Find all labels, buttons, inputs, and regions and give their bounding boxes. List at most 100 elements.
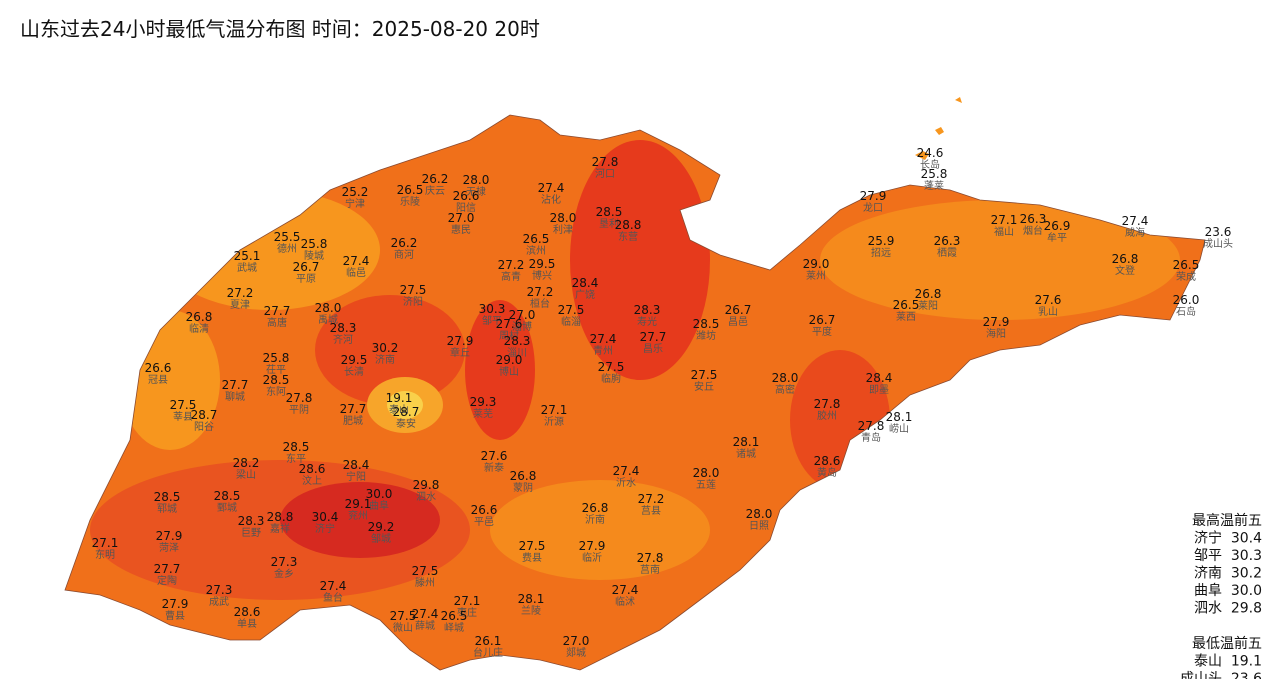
station-value: 26.9 [1044,219,1071,233]
station-value: 30.4 [312,510,339,524]
station-value: 27.5 [400,283,427,297]
station-value: 27.1 [541,403,568,417]
station-name: 济宁 [315,522,335,535]
station-value: 28.5 [214,489,241,503]
station-name: 荣成 [1176,271,1196,283]
ranking-value: 29.8 [1231,601,1262,617]
station-value: 30.3 [479,302,506,316]
station-value: 28.8 [267,510,294,524]
station-name: 沂南 [585,513,605,526]
station-value: 28.7 [393,405,420,419]
ranking-value: 30.0 [1231,583,1262,599]
station-value: 27.5 [519,539,546,553]
station-name: 福山 [994,225,1014,238]
station-value: 26.5 [523,232,550,246]
province-map [64,97,1206,671]
station-value: 24.6 [917,146,944,160]
station-value: 28.0 [550,211,577,225]
station-value: 28.7 [191,408,218,422]
station-value: 27.6 [481,449,508,463]
station-value: 26.5 [397,183,424,197]
station-value: 30.2 [372,341,399,355]
station-value: 27.5 [170,398,197,412]
station-name: 梁山 [236,468,256,481]
station-value: 29.0 [803,257,830,271]
station-value: 27.7 [640,330,667,344]
station-value: 26.2 [391,236,418,250]
station-name: 五莲 [696,479,716,491]
station-name: 临朐 [601,372,621,385]
station-value: 26.7 [293,260,320,274]
station-name: 周村 [499,329,519,342]
station-value: 28.5 [283,440,310,454]
station-name: 峄城 [444,621,464,634]
station-value: 27.4 [613,464,640,478]
title: 山东过去24小时最低气温分布图 时间：2025-08-20 20时 [20,17,540,41]
station-name: 即墨 [869,384,889,396]
station-name: 蒙阴 [513,481,533,494]
station-name: 蓬莱 [924,180,944,192]
station-value: 28.3 [634,303,661,317]
station-value: 28.5 [154,490,181,504]
station-name: 滕州 [415,576,435,589]
station-value: 28.0 [746,507,773,521]
station-name: 海阳 [986,327,1006,340]
station-value: 26.7 [809,313,836,327]
station-value: 27.4 [612,583,639,597]
station-name: 高密 [775,383,795,396]
station-value: 27.8 [858,419,885,433]
station-name: 莱芜 [473,407,493,420]
station-value: 27.6 [1035,293,1062,307]
station-name: 鄄城 [217,502,237,514]
station-value: 28.4 [572,276,599,290]
station-value: 26.3 [1020,212,1047,226]
station-name: 博兴 [532,269,552,282]
station-name: 高青 [501,270,521,283]
station-name: 聊城 [225,390,245,403]
station-name: 济南 [375,353,395,366]
station-value: 27.2 [638,492,665,506]
station-value: 30.0 [366,487,393,501]
station-name: 威海 [1125,226,1145,239]
station-value: 28.4 [343,458,370,472]
station-value: 26.8 [186,310,213,324]
station-name: 东平 [286,452,306,465]
station-name: 莘县 [173,410,193,423]
station-name: 临淄 [561,315,581,328]
station-value: 27.8 [814,397,841,411]
station-labels: 24.6长岛25.8蓬莱27.8河口26.2庆云28.0无棣25.2宁津26.5… [92,146,1233,659]
station-value: 27.9 [860,189,887,203]
station-value: 28.0 [463,173,490,187]
station-name: 巨野 [241,527,261,539]
station-name: 平原 [296,273,316,285]
station-value: 28.1 [733,435,760,449]
station-name: 乳山 [1038,305,1058,318]
station-name: 武城 [237,261,257,274]
station-name: 临邑 [346,266,366,279]
station-value: 28.3 [330,321,357,335]
station-name: 博山 [499,365,519,378]
station-name: 胶州 [817,409,837,422]
station-name: 莱阳 [918,300,938,312]
station-value: 27.4 [412,607,439,621]
station-name: 济阳 [403,295,423,308]
station-name: 泰安 [396,417,416,430]
station-value: 29.1 [345,497,372,511]
station-name: 栖霞 [937,246,957,259]
station-value: 28.5 [693,317,720,331]
station-value: 27.1 [92,536,119,550]
station-name: 德州 [277,242,297,255]
station-name: 宁津 [345,197,365,210]
station-value: 28.1 [886,410,913,424]
station-value: 26.1 [475,634,502,648]
station-name: 郓城 [157,503,177,515]
station-value: 28.8 [615,218,642,232]
station-name: 泗水 [416,491,436,503]
ranking-title: 最低温前五 [1192,635,1262,652]
station-name: 石岛 [1176,305,1196,318]
station-name: 菏泽 [159,542,179,554]
station-value: 26.5 [1173,258,1200,272]
ranking-value: 23.6 [1231,671,1262,679]
station-value: 28.0 [772,371,799,385]
